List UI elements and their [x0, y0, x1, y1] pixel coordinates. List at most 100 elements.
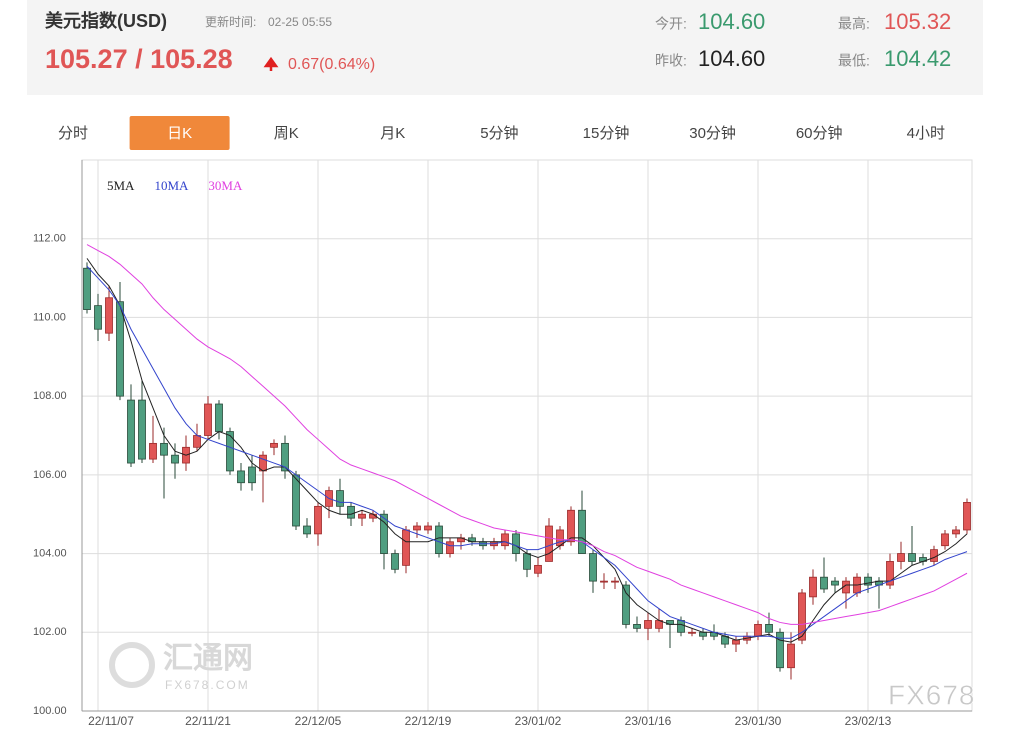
candle-body [732, 639, 740, 645]
candle-body [952, 529, 960, 535]
watermark-logo [109, 642, 155, 688]
candle-body [391, 553, 399, 570]
candle-body [589, 553, 597, 582]
candle-body [765, 624, 773, 633]
x-tick-label: 23/02/13 [845, 714, 892, 728]
y-tick-label: 102.00 [33, 626, 67, 638]
candle-body [171, 454, 179, 464]
quote-panel [27, 0, 983, 95]
candle-body [336, 490, 344, 507]
candle-body [523, 553, 531, 570]
tab[interactable]: 15分钟 [583, 125, 630, 142]
legend-entry: 10MA [154, 178, 189, 193]
candle-body [149, 442, 157, 460]
update-label: 更新时间: [205, 14, 256, 29]
candle-body [787, 643, 795, 669]
x-tick-label: 23/01/02 [515, 714, 562, 728]
candle-body [215, 403, 223, 432]
candle-body [160, 442, 168, 456]
candle-body [512, 533, 520, 554]
candle-body [380, 513, 388, 554]
candle-body [809, 576, 817, 598]
candle-body [798, 592, 806, 641]
stat-value: 104.42 [884, 46, 951, 71]
candle-body [281, 442, 289, 472]
candle-body [545, 525, 553, 562]
y-tick-label: 108.00 [33, 390, 67, 402]
tab-bar: 分时 日K 周K 月K 5分钟 15分钟 30分钟 60分钟 4小时 [58, 116, 945, 150]
ma-line [86, 258, 968, 643]
tab[interactable]: 4小时 [907, 125, 945, 142]
tab[interactable]: 日K [167, 125, 192, 142]
candle-body [303, 525, 311, 535]
tab[interactable]: 月K [380, 125, 405, 142]
candle-body [633, 624, 641, 629]
candle-body [611, 580, 619, 583]
update-time: 02-25 05:55 [268, 15, 332, 29]
candle-body [204, 403, 212, 436]
candle-body [908, 553, 916, 562]
candle-body [831, 580, 839, 586]
candle-body [347, 505, 355, 519]
x-tick-label: 23/01/30 [735, 714, 782, 728]
tab[interactable]: 60分钟 [796, 125, 843, 142]
candle-body [94, 305, 102, 330]
stat-value: 105.32 [884, 9, 951, 34]
candle-body [424, 525, 432, 531]
quote-title: 美元指数(USD) [45, 10, 167, 31]
tab[interactable]: 周K [274, 125, 299, 142]
candle-body [776, 631, 784, 669]
x-tick-label: 22/12/05 [295, 714, 342, 728]
y-tick-label: 110.00 [33, 311, 66, 323]
candle-body [237, 470, 245, 484]
candle-body [677, 620, 685, 633]
candle-body [138, 399, 146, 460]
x-tick-label: 22/11/21 [185, 714, 231, 728]
stat-value: 104.60 [698, 46, 765, 71]
candle-body [446, 541, 454, 554]
candle-body [930, 549, 938, 562]
stat-label: 今开: [655, 16, 687, 32]
candle-body [402, 529, 410, 566]
tab[interactable]: 分时 [58, 125, 88, 142]
stat-label: 最高: [838, 16, 870, 32]
x-tick-label: 22/11/07 [88, 714, 134, 728]
plot-frame [81, 159, 973, 712]
watermark-brand: 汇通网 [163, 642, 253, 675]
price: 105.27 / 105.28 [45, 44, 233, 74]
watermark-url: FX678.COM [165, 678, 250, 692]
candle-body [105, 297, 113, 334]
y-tick-label: 112.00 [33, 233, 66, 245]
up-arrow [263, 56, 279, 71]
tab[interactable]: 30分钟 [689, 125, 736, 142]
candle-body [116, 301, 124, 397]
candle-body [501, 533, 509, 547]
candle-body [534, 564, 542, 574]
candle-body [644, 620, 652, 629]
change: 0.67(0.64%) [288, 56, 375, 73]
candle-body [897, 553, 905, 562]
candle-body [358, 513, 366, 519]
y-tick-label: 106.00 [33, 469, 67, 481]
candle-body [270, 442, 278, 448]
candle-body [886, 561, 894, 586]
candle-body [600, 580, 608, 583]
candle-body [248, 466, 256, 484]
candle-body [622, 584, 630, 625]
tab[interactable]: 5分钟 [480, 125, 518, 142]
candle-body [820, 576, 828, 590]
candle-body [435, 525, 443, 554]
candle-body [963, 502, 971, 531]
ma-line [86, 265, 968, 639]
candle-body [314, 505, 322, 535]
candle-body [83, 267, 91, 310]
candle-body [578, 509, 586, 554]
y-tick-label: 100.00 [33, 705, 67, 717]
stat-label: 最低: [838, 53, 870, 69]
plot: 100.00 102.00 104.00 106.00 108.00 110.00 112.… [33, 160, 972, 728]
x-tick-label: 22/12/19 [405, 714, 452, 728]
x-tick-label: 23/01/16 [625, 714, 672, 728]
y-tick-label: 104.00 [33, 547, 67, 559]
candle-body [754, 624, 762, 637]
